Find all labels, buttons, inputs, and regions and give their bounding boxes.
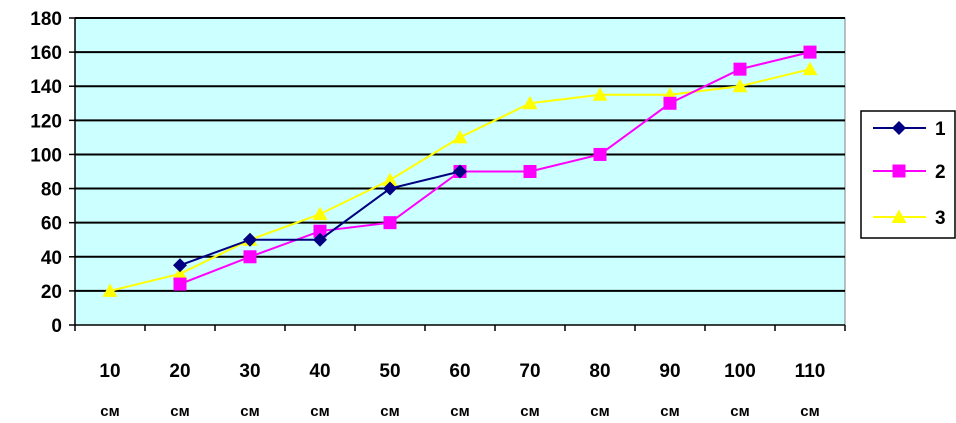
legend-label-3: 3 [935, 208, 946, 229]
x-tick-unit-label: см [730, 403, 749, 420]
x-tick-label: 90 [659, 361, 680, 382]
x-tick-unit-label: см [100, 403, 119, 420]
x-tick-unit-label: см [800, 403, 819, 420]
y-tick-label: 40 [41, 248, 62, 269]
x-tick-label: 30 [239, 361, 260, 382]
legend-label-2: 2 [935, 162, 946, 183]
data-point-1 [313, 232, 327, 247]
y-tick-label: 100 [30, 145, 62, 166]
x-tick-unit-label: см [170, 403, 189, 420]
data-point-2 [313, 224, 327, 238]
x-tick-label: 110 [795, 361, 826, 382]
y-tick-label: 140 [30, 77, 62, 98]
y-tick-label: 20 [41, 282, 62, 303]
data-point-3 [732, 78, 748, 93]
y-tick-label: 160 [30, 43, 62, 64]
data-point-3 [452, 129, 468, 144]
x-tick-unit-label: см [450, 403, 469, 420]
legend-item-1: 1 [873, 119, 946, 140]
x-tick-label: 70 [519, 361, 540, 382]
y-tick-label: 180 [30, 9, 62, 30]
x-tick-label: 80 [589, 361, 610, 382]
x-tick-unit-label: см [660, 403, 679, 420]
data-point-1 [173, 258, 187, 273]
x-tick-unit-label: см [240, 403, 259, 420]
data-point-2 [803, 45, 817, 59]
series-layer [102, 45, 818, 297]
x-tick-label: 60 [449, 361, 470, 382]
y-tick-label: 80 [41, 180, 62, 201]
data-point-3 [592, 87, 608, 101]
x-tick-label: 20 [169, 361, 190, 382]
series-1 [173, 164, 467, 273]
data-point-3 [102, 283, 118, 297]
x-tick-label: 50 [379, 361, 400, 382]
data-point-3 [802, 61, 818, 76]
legend: 1 2 3 [860, 110, 956, 239]
axes: 0 20 40 60 80 100 120 140 160 180 10 см 20 см 30 см 40 см… [30, 9, 846, 420]
data-point-2 [733, 62, 747, 76]
x-tick-unit-label: см [310, 403, 329, 420]
data-point-2 [383, 216, 397, 230]
y-tick-label: 120 [30, 111, 62, 132]
x-tick-label: 100 [724, 361, 756, 382]
data-point-1 [453, 164, 467, 179]
x-tick-label: 10 [99, 361, 120, 382]
plot-area [74, 17, 846, 326]
legend-marker-2 [892, 164, 906, 178]
y-tick-label: 0 [51, 316, 62, 337]
data-point-2 [523, 165, 537, 178]
data-point-3 [172, 266, 188, 280]
data-point-2 [663, 96, 677, 110]
data-point-2 [593, 147, 607, 161]
data-point-1 [383, 181, 397, 196]
legend-marker-3 [891, 209, 907, 223]
x-tick-unit-label: см [590, 403, 609, 420]
data-point-3 [312, 206, 328, 221]
legend-item-2: 2 [873, 162, 946, 183]
x-tick-unit-label: см [520, 403, 539, 420]
x-tick-label: 40 [309, 361, 330, 382]
data-point-3 [382, 172, 398, 187]
data-point-2 [243, 250, 257, 264]
legend-item-3: 3 [873, 208, 946, 229]
x-tick-unit-label: см [380, 403, 399, 420]
series-line-2 [179, 51, 811, 285]
data-point-2 [173, 277, 187, 291]
legend-label-1: 1 [935, 119, 946, 140]
data-point-1 [243, 232, 257, 247]
y-tick-label: 60 [41, 214, 62, 235]
legend-marker-1 [892, 121, 906, 135]
data-point-3 [522, 95, 538, 110]
